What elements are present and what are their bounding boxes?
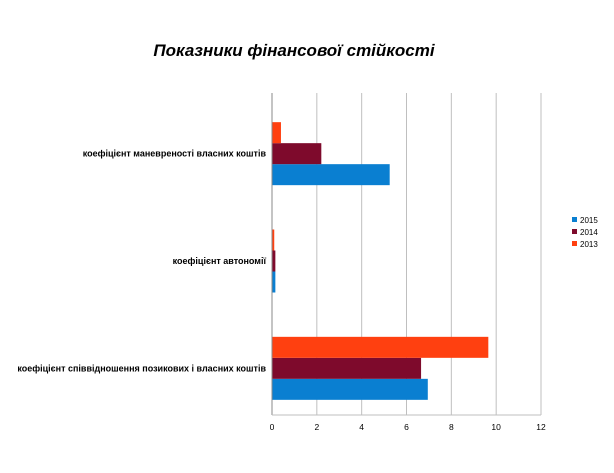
chart-title: Показники фінансової стійкості [153, 41, 435, 60]
x-tick-label: 4 [359, 422, 364, 432]
x-tick-label: 6 [404, 422, 409, 432]
x-tick-label: 10 [491, 422, 501, 432]
bar-2014-0 [272, 143, 322, 165]
bar-2013-0 [272, 122, 281, 144]
legend: 2015 2014 2013 [572, 216, 598, 249]
x-tick-label: 12 [536, 422, 546, 432]
category-label: коефіцієнт автономії [173, 256, 267, 266]
axes: 0 2 4 6 8 10 12 [270, 93, 546, 432]
bar-2013-2 [272, 336, 489, 358]
legend-swatch-2014 [572, 229, 577, 234]
legend-swatch-2015 [572, 217, 577, 222]
x-tick-label: 8 [449, 422, 454, 432]
bar-2014-1 [272, 250, 276, 272]
x-tick-label: 2 [314, 422, 319, 432]
bar-2015-1 [272, 271, 276, 293]
bars [272, 122, 489, 400]
x-tick-label: 0 [270, 422, 275, 432]
legend-label-2015: 2015 [580, 216, 598, 225]
bar-2014-2 [272, 357, 422, 379]
category-label: коефіцієнт маневреності власних коштів [83, 149, 267, 159]
category-labels: коефіцієнт маневреності власних коштів ко… [17, 149, 266, 374]
legend-label-2013: 2013 [580, 240, 598, 249]
legend-swatch-2013 [572, 241, 577, 246]
bar-2015-2 [272, 378, 428, 400]
legend-label-2014: 2014 [580, 228, 598, 237]
category-label: коефіцієнт співвідношення позикових і вл… [17, 363, 266, 373]
bar-2015-0 [272, 164, 390, 186]
bar-2013-1 [272, 229, 275, 251]
